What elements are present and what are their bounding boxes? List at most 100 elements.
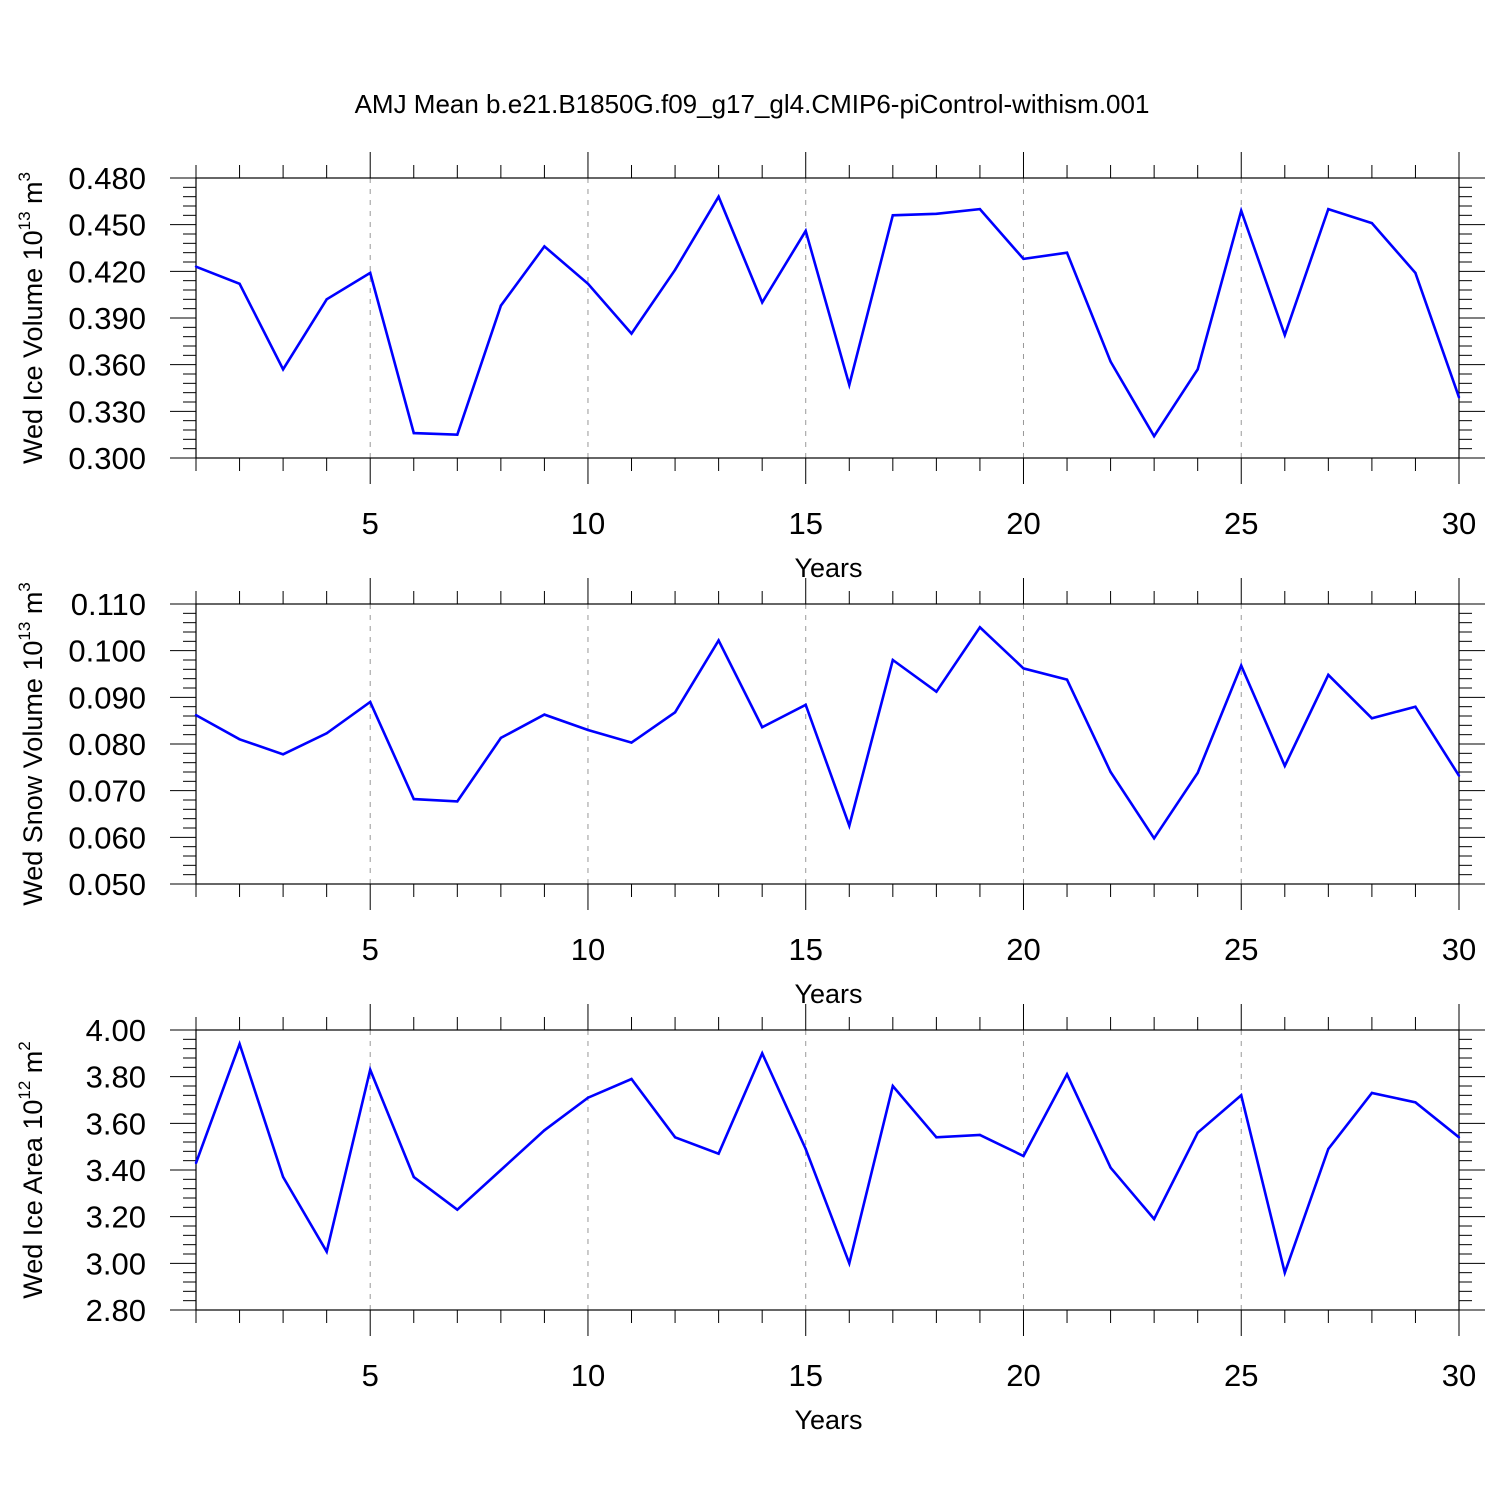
data-point: [1065, 251, 1069, 254]
data-point: [281, 368, 285, 371]
data-point: [1109, 1166, 1112, 1169]
x-tick-label: 15: [788, 1358, 822, 1393]
y-tick-label: 0.080: [68, 727, 146, 762]
data-point: [935, 212, 938, 215]
data-point: [1414, 705, 1417, 708]
x-tick-label: 10: [571, 506, 605, 541]
data-point: [456, 800, 459, 803]
y-tick-label: 3.80: [86, 1060, 146, 1095]
data-point: [194, 265, 198, 268]
y-axis-title-exponent: 13: [15, 211, 34, 230]
data-point: [412, 431, 415, 435]
plot-frame: [195, 1029, 1460, 1311]
y-tick-label: 0.300: [68, 441, 146, 476]
data-point: [804, 703, 807, 706]
x-tick-label: 20: [1006, 1358, 1040, 1393]
x-tick-label: 20: [1006, 932, 1040, 967]
y-tick-label: 0.050: [68, 867, 146, 902]
data-point: [1152, 1217, 1156, 1221]
data-point: [630, 741, 633, 744]
data-point: [717, 1152, 720, 1155]
data-point: [325, 298, 328, 301]
data-point: [281, 753, 285, 756]
data-point: [369, 271, 372, 275]
y-tick-label: 0.060: [68, 820, 146, 855]
data-point: [848, 1262, 851, 1265]
data-point: [760, 301, 764, 304]
data-point: [238, 1042, 241, 1046]
data-point: [1327, 1147, 1330, 1151]
data-point: [978, 1133, 982, 1137]
data-point: [586, 728, 590, 732]
data-point: [935, 1136, 938, 1139]
data-point: [325, 732, 328, 735]
data-point: [1457, 396, 1461, 399]
data-point: [1109, 360, 1112, 363]
data-point: [1196, 771, 1199, 775]
data-point: [238, 738, 241, 741]
y-axis-title: Wed Snow Volume 1013 m3: [15, 582, 48, 906]
data-point: [281, 1175, 285, 1179]
y-tick-label: 0.330: [68, 394, 146, 429]
y-axis-title-exponent: 12: [15, 1081, 34, 1100]
plot-frame: [195, 177, 1460, 459]
plot-frame: [195, 603, 1460, 885]
data-point: [499, 304, 503, 307]
series-line: [194, 1040, 1460, 1278]
data-point: [1240, 1094, 1243, 1097]
data-point: [1283, 333, 1286, 337]
data-point: [760, 726, 764, 729]
y-axis-title-main: Wed Ice Area 10: [18, 1100, 48, 1299]
x-tick-label: 30: [1442, 932, 1476, 967]
data-point: [1327, 207, 1330, 211]
data-point: [1022, 1154, 1025, 1158]
data-point: [978, 626, 982, 629]
y-tick-label: 4.00: [86, 1013, 146, 1048]
data-point: [456, 1208, 459, 1211]
data-point: [673, 268, 677, 271]
data-point: [238, 282, 241, 285]
series-line: [195, 625, 1461, 841]
x-tick-label: 5: [362, 1358, 379, 1393]
series-line: [195, 193, 1461, 439]
y-tick-label: 0.420: [68, 254, 146, 289]
data-point: [891, 658, 895, 662]
data-point: [586, 282, 590, 285]
x-axis-title: Years: [794, 979, 862, 1009]
data-point: [1370, 1091, 1374, 1095]
data-point: [499, 736, 503, 740]
data-point: [543, 245, 546, 248]
data-point: [978, 207, 982, 211]
data-point: [412, 1175, 415, 1179]
data-point: [1065, 1073, 1069, 1076]
data-point: [804, 1147, 807, 1151]
data-point: [412, 797, 415, 801]
data-point: [935, 690, 938, 693]
data-point: [499, 1168, 503, 1172]
data-point: [1022, 667, 1025, 670]
data-point: [1457, 1136, 1461, 1139]
y-tick-label: 0.360: [68, 348, 146, 383]
y-axis-title: Wed Ice Area 1012 m2: [15, 1041, 48, 1299]
data-point: [194, 1161, 198, 1165]
x-axis-title: Years: [794, 553, 862, 583]
panel-1: 5 10 15 20 25 30 Years 0.300 0.330 0.360 0.390 0.42…: [15, 152, 1485, 583]
data-point: [630, 1077, 633, 1081]
data-point: [325, 1250, 328, 1253]
data-point: [369, 700, 372, 704]
data-point: [891, 1084, 895, 1088]
y-tick-label: 0.100: [68, 634, 146, 669]
panels: 5 10 15 20 25 30Years0.3000.3300.3600.3900.42…: [15, 152, 1485, 1435]
data-point: [1283, 764, 1286, 768]
y-tick-label: 2.80: [86, 1293, 146, 1328]
y-axis-title-unit: m: [18, 592, 48, 622]
data-point: [1240, 664, 1243, 667]
data-point: [891, 214, 895, 217]
chart-title: AMJ Mean b.e21.B1850G.f09_g17_gl4.CMIP6-…: [355, 89, 1150, 119]
y-tick-label: 0.390: [68, 301, 146, 336]
data-point: [1457, 774, 1461, 777]
data-point: [1109, 770, 1112, 774]
data-point: [1240, 209, 1243, 212]
data-point: [1414, 1101, 1417, 1104]
